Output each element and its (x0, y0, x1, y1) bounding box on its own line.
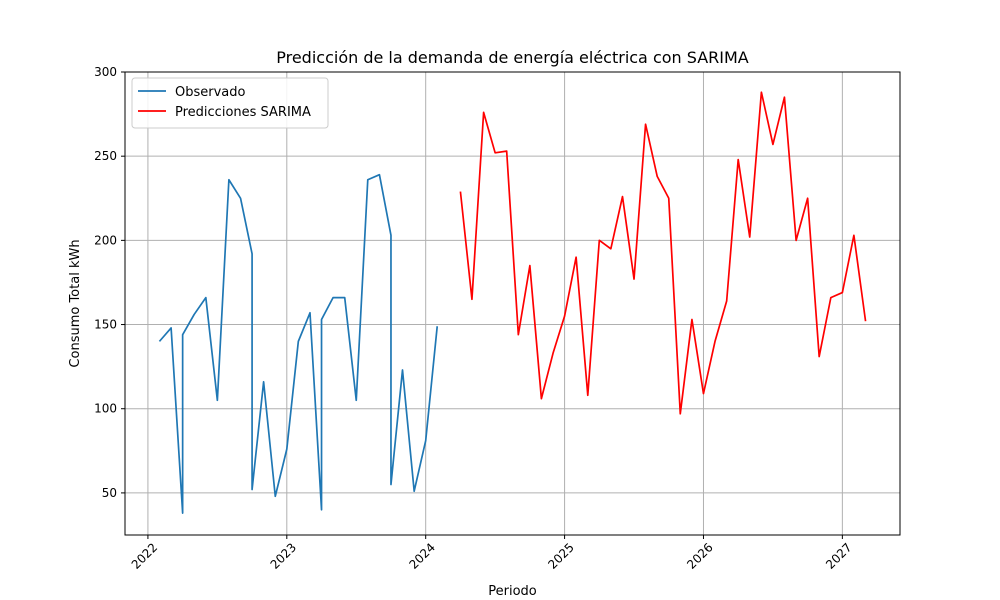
series-layer (158, 91, 867, 514)
legend-label-0: Observado (175, 85, 246, 100)
x-axis-label: Periodo (488, 584, 537, 599)
y-tick-label: 300 (94, 65, 117, 79)
series-line-0 (158, 173, 439, 514)
y-axis-label: Consumo Total kWh (68, 239, 83, 367)
y-tick-label: 250 (94, 149, 117, 163)
legend: Observado Predicciones SARIMA (131, 77, 329, 129)
y-tick-label: 150 (94, 318, 117, 332)
y-tick-label: 100 (94, 402, 117, 416)
legend-label-1: Predicciones SARIMA (175, 105, 311, 120)
grid-layer (125, 71, 900, 535)
y-tick-label: 200 (94, 233, 117, 247)
legend-box (131, 77, 329, 129)
y-tick-label: 50 (102, 486, 117, 500)
plot-area-frame (124, 71, 901, 536)
series-line-1 (459, 91, 867, 415)
chart-title: Predicción de la demanda de energía eléc… (276, 48, 749, 67)
